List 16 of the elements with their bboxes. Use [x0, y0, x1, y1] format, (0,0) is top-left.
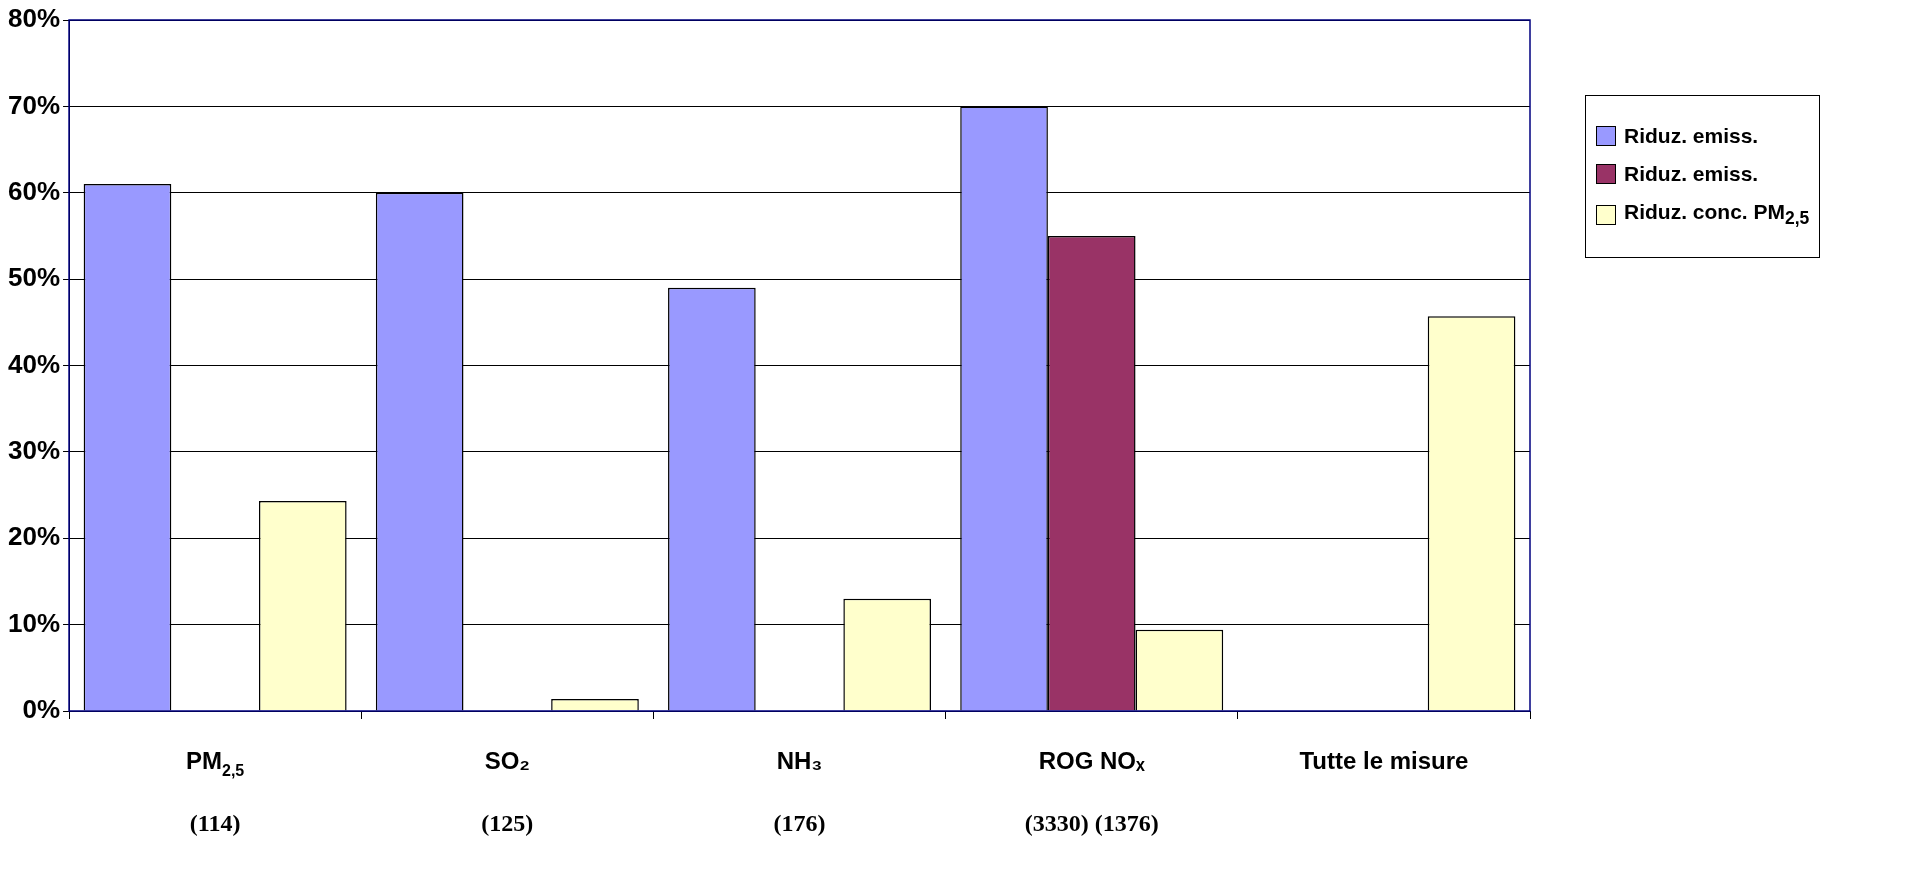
legend-label: Riduz. emiss.	[1624, 124, 1759, 148]
category-label: SO₂ (125)	[481, 747, 534, 836]
legend-label: Riduz. emiss.	[1624, 162, 1759, 186]
y-tick-label: 0%	[22, 694, 61, 725]
y-tick-label: 10%	[7, 607, 61, 638]
category-label: NH₃ (176)	[773, 747, 826, 836]
y-tick-label: 40%	[7, 348, 61, 379]
x-tick-label: Tutte le misure	[1299, 747, 1469, 774]
y-tick-label: 70%	[7, 89, 61, 120]
y-tick-label: 60%	[7, 175, 61, 206]
y-tick-label: 80%	[7, 3, 61, 34]
y-tick-label: 20%	[7, 521, 61, 552]
y-tick-label: 50%	[7, 262, 61, 293]
y-tick-label: 30%	[7, 435, 61, 466]
category-label: ROG NOₓ (3330) (1376)	[1024, 747, 1159, 836]
legend-label: Riduz. conc. PM$_{2,5}$	[1624, 200, 1810, 230]
